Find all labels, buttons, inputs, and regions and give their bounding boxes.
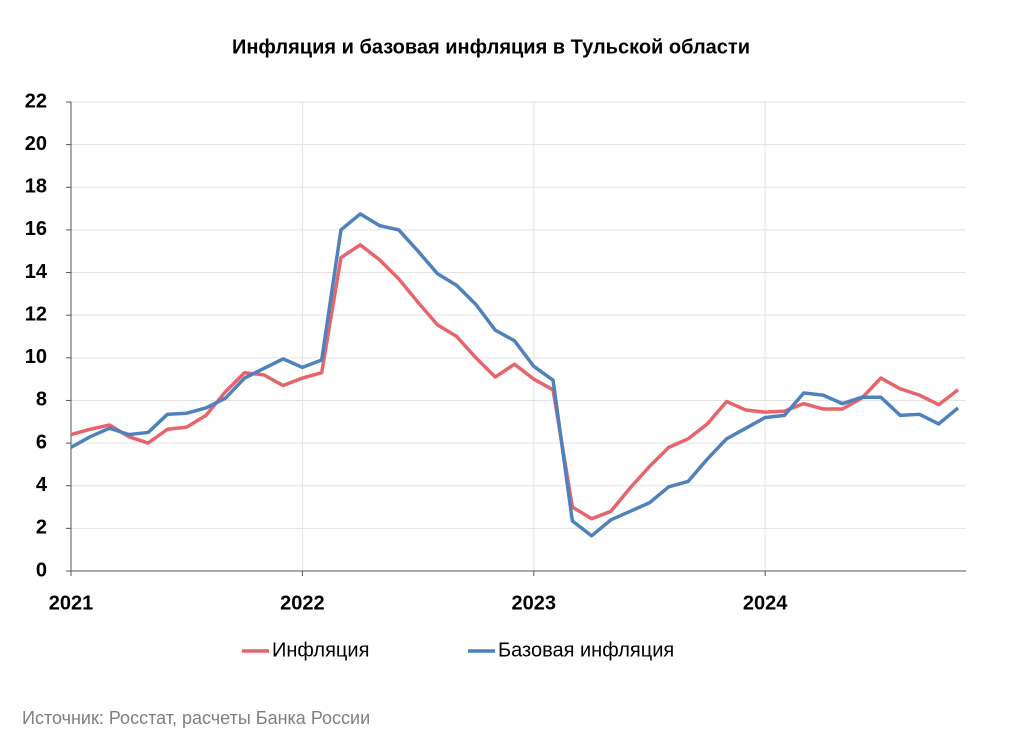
y-tick-label: 10 bbox=[25, 346, 47, 368]
x-tick-label: 2022 bbox=[280, 592, 325, 614]
legend-label: Базовая инфляция bbox=[498, 639, 674, 661]
chart-title: Инфляция и базовая инфляция в Тульской о… bbox=[232, 36, 750, 58]
y-tick-label: 2 bbox=[36, 517, 47, 539]
y-tick-label: 22 bbox=[25, 90, 47, 112]
source-note: Источник: Росстат, расчеты Банка России bbox=[22, 708, 370, 728]
y-tick-label: 6 bbox=[36, 431, 47, 453]
x-tick-label: 2024 bbox=[743, 592, 788, 614]
legend-label: Инфляция bbox=[272, 639, 369, 661]
y-tick-label: 4 bbox=[36, 474, 48, 496]
line-series bbox=[70, 212, 960, 538]
y-tick-label: 16 bbox=[25, 218, 47, 240]
y-tick-label: 14 bbox=[25, 261, 48, 283]
y-tick-label: 8 bbox=[36, 389, 47, 411]
y-tick-label: 12 bbox=[25, 303, 47, 325]
line-series bbox=[70, 243, 960, 521]
x-tick-label: 2023 bbox=[512, 592, 557, 614]
y-tick-label: 0 bbox=[36, 559, 47, 581]
y-tick-label: 20 bbox=[25, 133, 47, 155]
y-tick-label: 18 bbox=[25, 176, 47, 198]
x-tick-label: 2021 bbox=[49, 592, 94, 614]
